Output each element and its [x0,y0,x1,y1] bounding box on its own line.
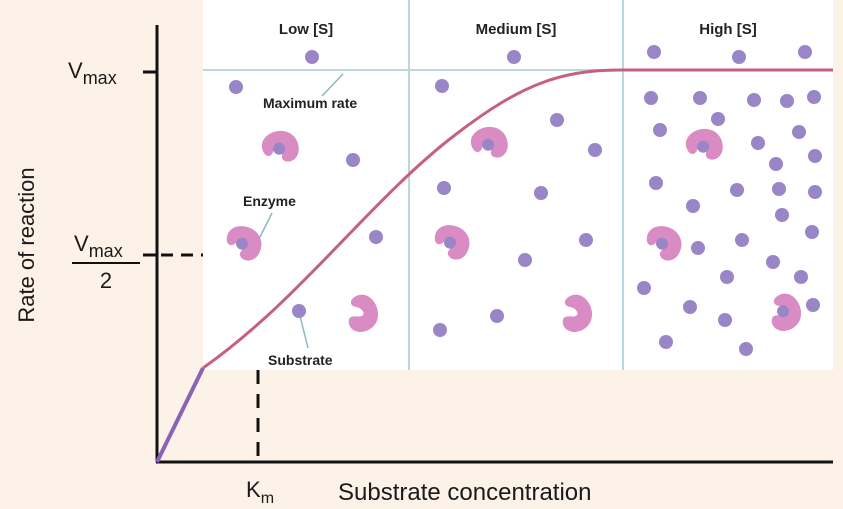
enzyme-leader [257,212,273,242]
substrate-molecule [718,313,732,327]
enzyme-shape [348,294,379,332]
substrate-molecule [806,298,820,312]
substrate-molecule [805,225,819,239]
substrate-molecule [693,91,707,105]
bound-substrate [236,237,249,250]
substrate-molecule [369,230,383,244]
substrate-molecule [649,176,663,190]
bound-substrate [777,305,789,318]
substrate-molecule [550,113,564,127]
enzyme-shape [434,225,470,260]
panel-label-high: High [S] [699,21,757,38]
substrate-molecule [766,255,780,269]
bound-substrate [697,140,710,153]
substrate-molecule [751,136,765,150]
substrate-group [229,45,822,356]
substrate-annotation: Substrate [268,352,333,368]
substrate-molecule [691,241,705,255]
bound-substrate [656,237,669,250]
substrate-molecule [637,281,651,295]
substrate-molecule [739,342,753,356]
substrate-molecule [588,143,602,157]
substrate-molecule [808,185,822,199]
substrate-molecule [644,91,658,105]
enzyme-shape [685,128,723,160]
substrate-molecule [780,94,794,108]
substrate-molecule [735,233,749,247]
enzyme-shape [261,130,299,162]
vmax-label: Vmax [68,58,117,88]
y-axis-label: Rate of reaction [14,167,39,322]
substrate-molecule [794,270,808,284]
substrate-molecule [534,186,548,200]
substrate-molecule [659,335,673,349]
substrate-molecule [305,50,319,64]
half-vmax-denominator: 2 [100,268,112,293]
substrate-molecule [807,90,821,104]
substrate-molecule [647,45,661,59]
half-vmax-numerator: Vmax [74,231,123,261]
substrate-molecule [683,300,697,314]
substrate-molecule [747,93,761,107]
panel-label-medium: Medium [S] [476,21,557,38]
panel-label-low: Low [S] [279,21,333,38]
x-axis-label: Substrate concentration [338,479,592,506]
substrate-molecule [292,304,306,318]
substrate-molecule [732,50,746,64]
max-rate-annotation: Maximum rate [263,95,357,111]
enzyme-shape [562,294,593,332]
substrate-molecule [653,123,667,137]
substrate-molecule [792,125,806,139]
km-label: Km [246,477,274,507]
substrate-molecule [730,183,744,197]
substrate-leader [299,315,309,349]
rate-curve [202,68,833,370]
bound-substrate [444,236,457,249]
substrate-molecule [579,233,593,247]
substrate-molecule [775,208,789,222]
substrate-molecule [433,323,447,337]
substrate-molecule [720,270,734,284]
substrate-molecule [518,253,532,267]
substrate-molecule [437,181,451,195]
substrate-molecule [346,153,360,167]
max-rate-leader [321,73,344,97]
substrate-molecule [435,79,449,93]
enzyme-shape [771,293,802,331]
enzyme-shape [470,126,508,158]
bound-substrate [273,142,286,155]
enzyme-annotation: Enzyme [243,193,296,209]
substrate-molecule [798,45,812,59]
enzyme-shape [226,226,262,261]
substrate-molecule [711,112,725,126]
substrate-molecule [507,50,521,64]
rate-curve-initial [155,367,205,463]
enzyme-shape [646,226,682,261]
substrate-molecule [686,199,700,213]
substrate-molecule [490,309,504,323]
substrate-molecule [808,149,822,163]
bound-substrate [482,138,495,151]
substrate-molecule [229,80,243,94]
substrate-molecule [769,157,783,171]
substrate-molecule [772,182,786,196]
enzyme-group [226,126,802,332]
